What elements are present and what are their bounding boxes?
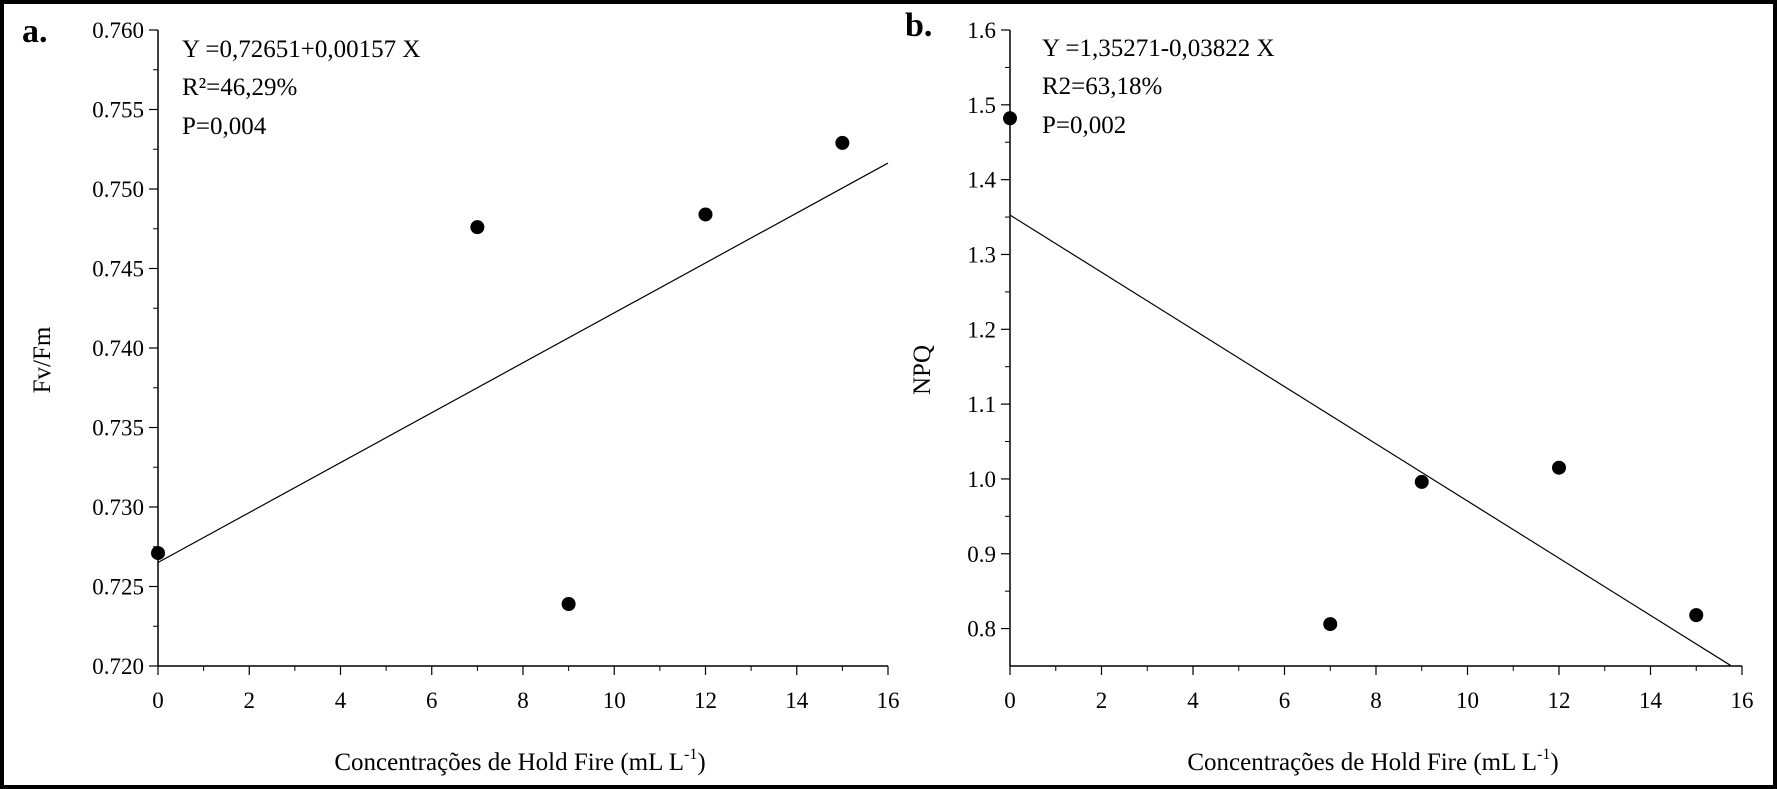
panel-a-data-point <box>151 546 165 561</box>
panel-a-data-point <box>561 596 576 611</box>
panel-b-equation: Y =1,35271-0,03822 X <box>1042 35 1275 62</box>
panel-a-x-tick-label: 10 <box>603 688 626 713</box>
panel-b-y-tick-label: 1.6 <box>967 18 996 43</box>
panel-a-data-point <box>835 135 850 150</box>
panel-b-regression-line <box>1009 214 1731 666</box>
panel-a-x-tick-label: 2 <box>244 688 256 713</box>
panel-b-y-tick-label: 1.2 <box>967 317 996 342</box>
panel-b-x-tick-label: 2 <box>1096 688 1108 713</box>
panel-b-data-point <box>1003 111 1017 126</box>
panel-b-x-tick-label: 10 <box>1456 688 1479 713</box>
panel-a-y-tick-label: 0.740 <box>92 336 144 361</box>
panel-b-x-tick-label: 16 <box>1731 688 1754 713</box>
panel-a-y-tick-label: 0.720 <box>92 654 144 679</box>
panel-a-y-tick-label: 0.725 <box>92 575 144 600</box>
panel-b-x-tick-label: 6 <box>1279 688 1291 713</box>
panel-a-x-tick-label: 4 <box>335 688 347 713</box>
panel-b-y-tick-label: 1.1 <box>967 392 996 417</box>
panel-a-regression-line <box>157 162 889 564</box>
panel-b-x-tick-label: 8 <box>1370 688 1382 713</box>
panel-a-data-point <box>470 220 485 235</box>
panel-b-x-axis-label: Concentrações de Hold Fire (mL L-1) <box>1187 746 1558 776</box>
panel-b-y-tick-label: 0.9 <box>967 542 996 567</box>
panel-a-x-tick-label: 8 <box>517 688 529 713</box>
panel-a-x-axis-label: Concentrações de Hold Fire (mL L-1) <box>334 746 705 776</box>
panel-b-y-tick-label: 1.4 <box>967 168 996 193</box>
panel-a-p-value: P=0,004 <box>182 113 267 140</box>
panel-b-r-squared: R2=63,18% <box>1042 73 1162 100</box>
panel-b-y-tick-label: 1.0 <box>967 467 996 492</box>
panel-b-letter: b. <box>905 7 932 44</box>
panel-a-y-axis-label: Fv/Fm <box>29 326 56 393</box>
panel-b-p-value: P=0,002 <box>1042 112 1126 139</box>
panel-a: a. 0 2 4 6 8 10 12 14 16 0.720 0.725 0.730 0.735 0.74… <box>22 13 900 776</box>
panel-a-r-squared: R²=46,29% <box>182 74 297 101</box>
panel-b-y-axis-label: NPQ <box>909 345 936 395</box>
panel-a-y-tick-label: 0.760 <box>92 18 144 43</box>
panel-b-data-point <box>1414 474 1429 489</box>
panel-b-y-tick-label: 1.3 <box>967 242 996 267</box>
panel-a-y-tick-label: 0.750 <box>92 177 144 202</box>
panel-b: b. 0 2 4 6 8 10 12 14 16 0.8 0.9 1.0 1.1 1.2 1.3 1.4 1.5… <box>905 7 1754 776</box>
panel-b-x-tick-label: 4 <box>1187 688 1199 713</box>
panel-a-x-tick-label: 0 <box>152 688 164 713</box>
panel-b-x-tick-label: 12 <box>1548 688 1571 713</box>
panel-a-x-tick-label: 6 <box>426 688 438 713</box>
panel-a-x-tick-label: 12 <box>694 688 717 713</box>
panel-a-equation: Y =0,72651+0,00157 X <box>182 36 420 63</box>
panel-b-x-tick-label: 0 <box>1004 688 1016 713</box>
panel-b-x-tick-label: 14 <box>1639 688 1663 713</box>
panel-a-x-tick-label: 16 <box>877 688 900 713</box>
panel-a-y-tick-label: 0.755 <box>92 98 144 123</box>
panel-a-y-tick-label: 0.730 <box>92 495 144 520</box>
panel-a-data-point <box>698 207 713 222</box>
panel-b-data-point <box>1552 460 1566 475</box>
panel-a-x-tick-label: 14 <box>785 688 809 713</box>
panel-b-data-point <box>1323 617 1338 632</box>
panel-b-data-point <box>1689 608 1704 623</box>
panel-a-letter: a. <box>22 13 48 50</box>
panel-b-y-tick-label: 0.8 <box>967 617 996 642</box>
panel-a-y-tick-label: 0.735 <box>92 416 144 441</box>
panel-b-y-tick-label: 1.5 <box>967 93 996 118</box>
panel-a-y-tick-label: 0.745 <box>92 257 144 282</box>
